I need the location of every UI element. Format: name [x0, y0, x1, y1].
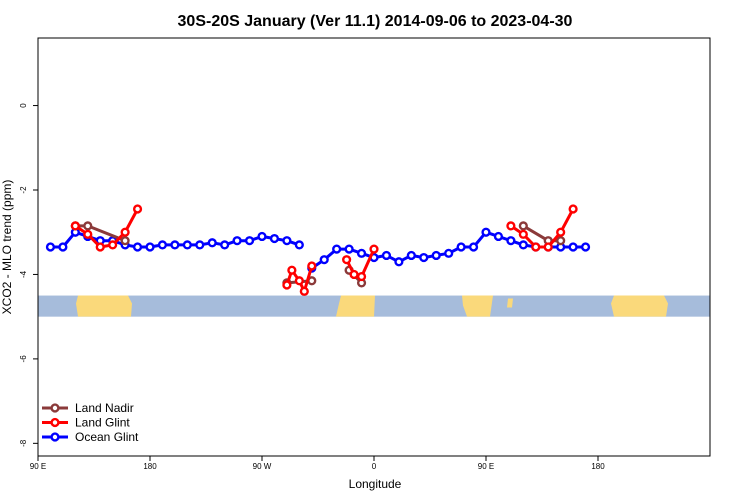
- land-shape: [336, 295, 375, 317]
- land-shape: [507, 298, 513, 308]
- data-point: [481, 227, 491, 237]
- legend-marker: [50, 403, 60, 413]
- legend-item: Land Glint: [42, 416, 130, 430]
- y-tick-label: -6: [19, 355, 28, 363]
- y-tick-label: -2: [19, 186, 28, 194]
- data-point: [195, 240, 205, 250]
- data-point: [132, 204, 143, 214]
- data-point: [182, 240, 192, 250]
- data-point: [518, 229, 528, 239]
- data-point: [282, 280, 292, 290]
- data-point: [294, 240, 304, 250]
- data-point: [287, 265, 297, 275]
- data-point: [506, 221, 516, 231]
- data-point: [531, 242, 541, 252]
- x-tick-label: 0: [372, 462, 377, 471]
- y-axis: 0 -2 -4 -6 -8: [19, 103, 38, 447]
- data-point: [342, 255, 352, 265]
- x-axis-label: Longitude: [349, 477, 402, 491]
- data-point: [282, 236, 292, 246]
- data-point: [157, 240, 168, 250]
- data-point: [244, 236, 255, 246]
- legend-marker: [50, 432, 60, 442]
- data-point: [58, 242, 68, 252]
- x-tick-label: 90 E: [478, 462, 494, 471]
- y-tick-label: 0: [19, 103, 28, 108]
- data-point: [568, 204, 578, 214]
- data-point: [356, 271, 367, 282]
- data-point: [394, 257, 404, 267]
- y-tick-label: -8: [19, 439, 28, 447]
- legend-label: Land Nadir: [75, 401, 134, 415]
- data-point: [419, 252, 429, 263]
- data-point: [506, 236, 516, 246]
- data-point: [556, 227, 566, 237]
- data-point: [356, 248, 367, 258]
- data-point: [294, 276, 304, 286]
- data-point: [132, 242, 143, 252]
- x-tick-label: 90 E: [30, 462, 46, 471]
- data-point: [518, 221, 528, 231]
- data-point: [95, 242, 105, 252]
- data-point: [299, 286, 309, 296]
- data-point: [207, 238, 217, 248]
- data-point: [344, 244, 354, 254]
- data-point: [83, 229, 93, 239]
- data-point: [319, 255, 329, 265]
- data-point: [269, 233, 280, 244]
- legend-label: Land Glint: [75, 416, 130, 430]
- data-point: [431, 250, 441, 261]
- series-land-glint: [70, 204, 578, 296]
- land-ocean-band: [38, 295, 710, 317]
- land-shape: [76, 295, 132, 317]
- data-point: [580, 242, 591, 252]
- data-point: [556, 236, 566, 246]
- data-point: [349, 269, 359, 280]
- data-point: [518, 240, 528, 250]
- data-point: [108, 240, 118, 250]
- legend-item: Ocean Glint: [42, 430, 139, 444]
- data-point: [493, 231, 504, 242]
- legend-marker: [50, 417, 60, 428]
- y-tick-label: -4: [19, 270, 28, 278]
- land-shape: [462, 295, 493, 317]
- data-point: [120, 227, 130, 237]
- data-point: [381, 250, 392, 261]
- x-axis: 90 E 180 90 W 0 90 E 180: [30, 456, 605, 471]
- data-point: [83, 221, 93, 231]
- data-point: [257, 231, 267, 242]
- legend-item: Land Nadir: [42, 401, 134, 415]
- chart-title: 30S-20S January (Ver 11.1) 2014-09-06 to…: [178, 13, 573, 30]
- data-point: [456, 242, 466, 252]
- data-point: [120, 236, 130, 246]
- data-point: [232, 236, 242, 246]
- land-shape: [611, 295, 668, 317]
- data-point: [45, 242, 56, 252]
- data-point: [468, 242, 479, 252]
- legend-label: Ocean Glint: [75, 430, 139, 444]
- data-point: [543, 242, 553, 252]
- data-point: [307, 261, 317, 271]
- data-point: [406, 250, 416, 261]
- data-point: [70, 221, 80, 231]
- data-point: [444, 248, 454, 258]
- data-point: [369, 244, 379, 254]
- x-tick-label: 180: [143, 462, 157, 471]
- data-point: [332, 244, 342, 254]
- data-point: [145, 242, 155, 252]
- data-point: [170, 240, 180, 250]
- x-tick-label: 90 W: [253, 462, 272, 471]
- series-layer: [45, 204, 591, 296]
- data-point: [568, 242, 578, 252]
- data-point: [220, 240, 230, 250]
- y-axis-label: XCO2 - MLO trend (ppm): [0, 180, 14, 315]
- x-tick-label: 180: [591, 462, 605, 471]
